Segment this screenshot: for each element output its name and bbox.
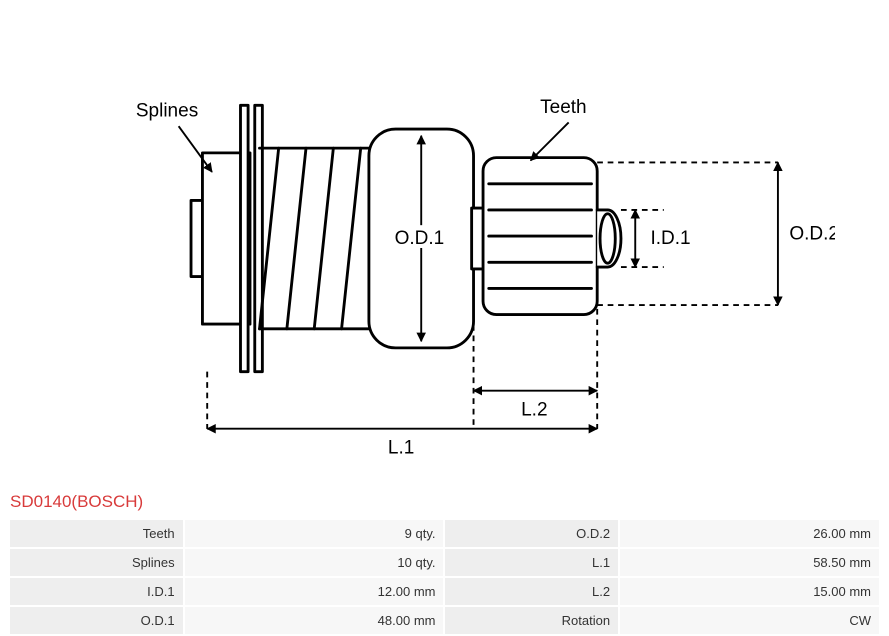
spec-label: O.D.1 bbox=[10, 607, 183, 634]
spec-value: 15.00 mm bbox=[620, 578, 879, 605]
spec-value: 9 qty. bbox=[185, 520, 444, 547]
spec-value: 58.50 mm bbox=[620, 549, 879, 576]
svg-text:L.1: L.1 bbox=[387, 437, 413, 458]
table-row: Teeth9 qty.O.D.226.00 mm bbox=[10, 520, 879, 547]
spec-label: I.D.1 bbox=[10, 578, 183, 605]
spec-label: O.D.2 bbox=[445, 520, 618, 547]
spec-value: 12.00 mm bbox=[185, 578, 444, 605]
spec-value: 48.00 mm bbox=[185, 607, 444, 634]
diagram-svg: O.D.1 L.1 L.2 O.D.2 I.D.1 Splines Teeth bbox=[55, 28, 835, 468]
svg-text:O.D.1: O.D.1 bbox=[394, 228, 444, 249]
product-title: SD0140(BOSCH) bbox=[8, 488, 881, 518]
svg-text:O.D.2: O.D.2 bbox=[789, 223, 835, 244]
spec-label: Splines bbox=[10, 549, 183, 576]
table-row: I.D.112.00 mmL.215.00 mm bbox=[10, 578, 879, 605]
svg-text:Splines: Splines bbox=[135, 101, 197, 122]
spec-label: L.1 bbox=[445, 549, 618, 576]
spec-value: 26.00 mm bbox=[620, 520, 879, 547]
svg-text:L.2: L.2 bbox=[521, 399, 547, 420]
svg-text:Teeth: Teeth bbox=[540, 97, 587, 118]
spec-label: Rotation bbox=[445, 607, 618, 634]
spec-label: Teeth bbox=[10, 520, 183, 547]
spec-value: 10 qty. bbox=[185, 549, 444, 576]
technical-diagram: O.D.1 L.1 L.2 O.D.2 I.D.1 Splines Teeth bbox=[8, 8, 881, 488]
spec-value: CW bbox=[620, 607, 879, 634]
spec-label: L.2 bbox=[445, 578, 618, 605]
svg-text:I.D.1: I.D.1 bbox=[650, 228, 690, 249]
table-row: Splines10 qty.L.158.50 mm bbox=[10, 549, 879, 576]
specifications-table: Teeth9 qty.O.D.226.00 mmSplines10 qty.L.… bbox=[8, 518, 881, 636]
table-row: O.D.148.00 mmRotationCW bbox=[10, 607, 879, 634]
